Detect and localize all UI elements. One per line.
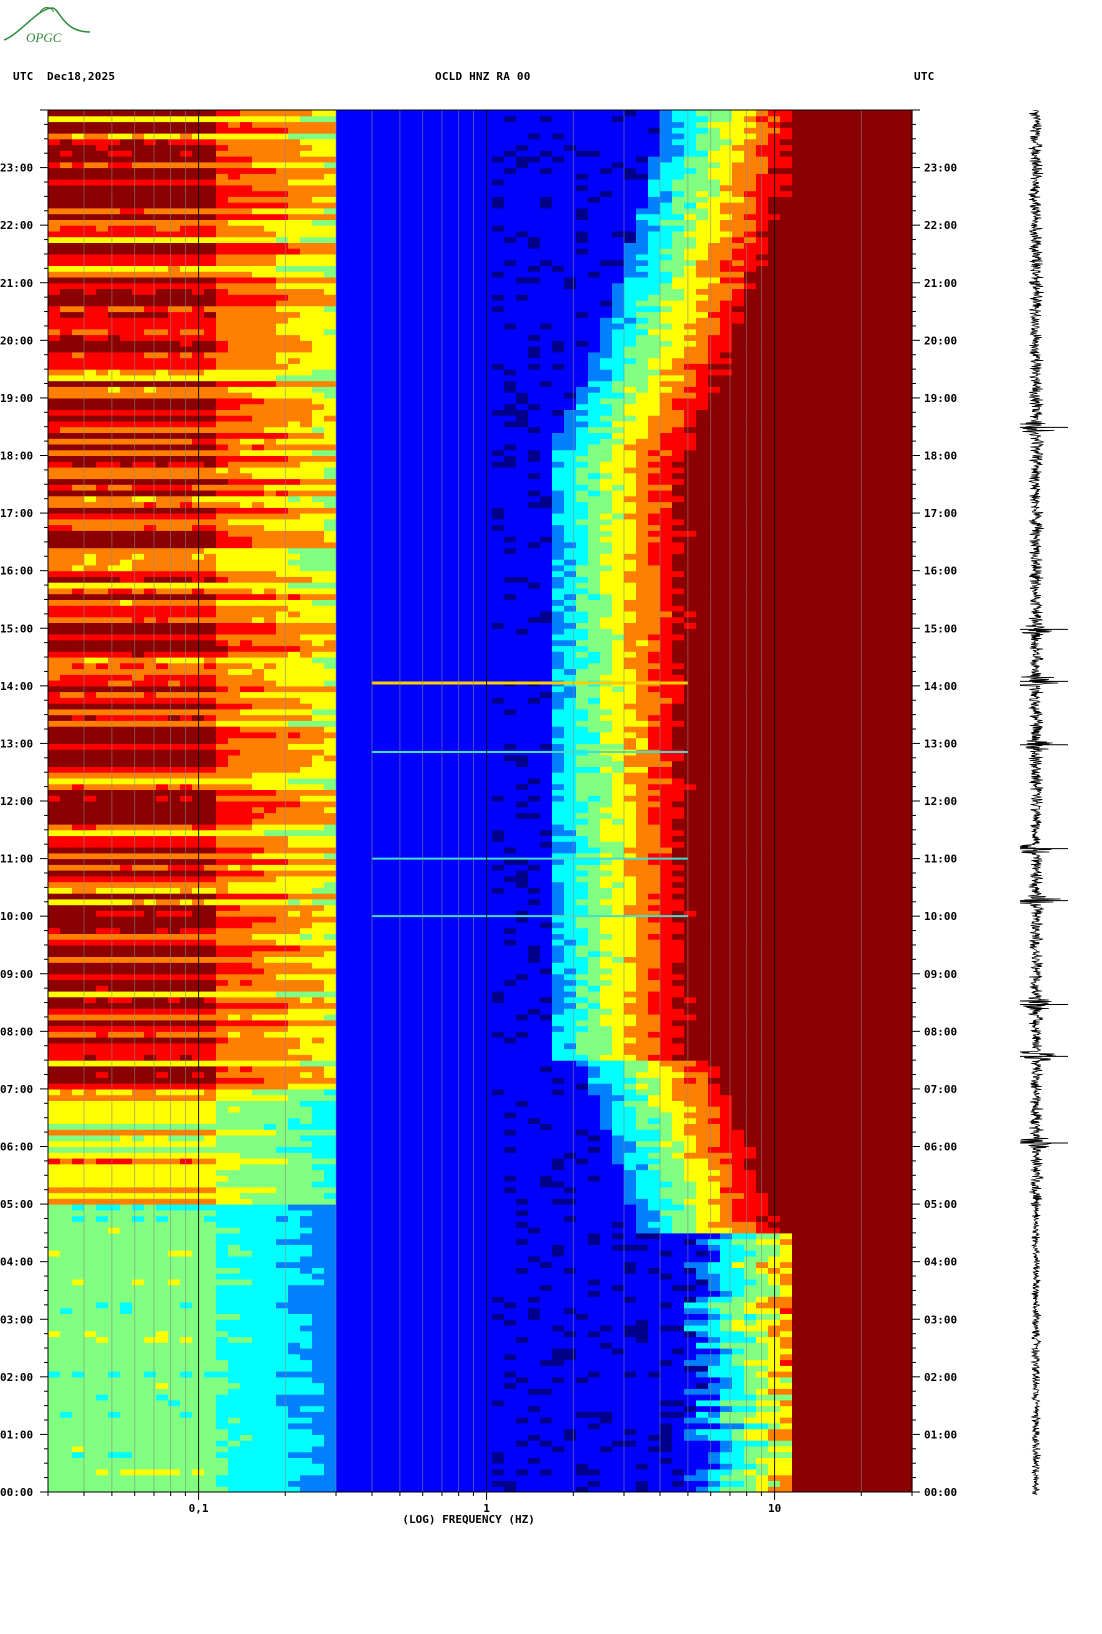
y-tick-label-right: 20:00 — [924, 334, 957, 347]
y-tick-label-right: 08:00 — [924, 1025, 957, 1038]
y-tick-label-right: 14:00 — [924, 680, 957, 693]
y-tick-label-left: 03:00 — [0, 1313, 33, 1326]
y-tick-label-right: 02:00 — [924, 1371, 957, 1384]
y-tick-label-left: 06:00 — [0, 1141, 33, 1154]
y-tick-label-right: 09:00 — [924, 968, 957, 981]
y-tick-label-left: 21:00 — [0, 277, 33, 290]
y-tick-label-right: 07:00 — [924, 1083, 957, 1096]
y-tick-label-left: 23:00 — [0, 162, 33, 175]
x-tick-label: 10 — [768, 1502, 781, 1515]
y-tick-label-left: 09:00 — [0, 968, 33, 981]
y-tick-label-right: 04:00 — [924, 1256, 957, 1269]
y-axis-right: 00:00 01:00 02:00 03:00 04:00 05:00 06:00 07:00… — [912, 110, 957, 1499]
y-tick-label-right: 03:00 — [924, 1313, 957, 1326]
y-tick-label-left: 07:00 — [0, 1083, 33, 1096]
y-tick-label-left: 00:00 — [0, 1486, 33, 1499]
x-tick-label: 0,1 — [189, 1502, 209, 1515]
y-tick-label-left: 08:00 — [0, 1025, 33, 1038]
y-tick-label-right: 10:00 — [924, 910, 957, 923]
y-tick-label-right: 19:00 — [924, 392, 957, 405]
y-tick-label-right: 06:00 — [924, 1141, 957, 1154]
y-tick-label-left: 19:00 — [0, 392, 33, 405]
y-tick-label-right: 17:00 — [924, 507, 957, 520]
y-tick-label-left: 17:00 — [0, 507, 33, 520]
spectrogram-heatmap — [48, 110, 913, 1493]
y-tick-label-right: 22:00 — [924, 219, 957, 232]
y-tick-label-left: 02:00 — [0, 1371, 33, 1384]
y-tick-label-right: 21:00 — [924, 277, 957, 290]
y-tick-label-left: 01:00 — [0, 1428, 33, 1441]
y-tick-label-right: 05:00 — [924, 1198, 957, 1211]
y-tick-label-left: 11:00 — [0, 853, 33, 866]
y-tick-label-right: 23:00 — [924, 162, 957, 175]
y-tick-label-left: 15:00 — [0, 622, 33, 635]
y-tick-label-left: 20:00 — [0, 334, 33, 347]
y-tick-label-left: 13:00 — [0, 737, 33, 750]
y-tick-label-left: 05:00 — [0, 1198, 33, 1211]
y-tick-label-right: 18:00 — [924, 450, 957, 463]
y-tick-label-left: 16:00 — [0, 565, 33, 578]
seismogram-trace — [1020, 110, 1100, 1495]
y-tick-label-right: 15:00 — [924, 622, 957, 635]
y-tick-label-right: 16:00 — [924, 565, 957, 578]
y-tick-label-right: 01:00 — [924, 1428, 957, 1441]
y-tick-label-left: 14:00 — [0, 680, 33, 693]
y-tick-label-left: 18:00 — [0, 450, 33, 463]
y-tick-label-left: 10:00 — [0, 910, 33, 923]
y-tick-label-right: 13:00 — [924, 737, 957, 750]
y-tick-label-left: 04:00 — [0, 1256, 33, 1269]
x-axis-label: (LOG) FREQUENCY (HZ) — [402, 1513, 534, 1526]
y-tick-label-left: 12:00 — [0, 795, 33, 808]
y-tick-label-right: 00:00 — [924, 1486, 957, 1499]
y-tick-label-left: 22:00 — [0, 219, 33, 232]
y-tick-label-right: 12:00 — [924, 795, 957, 808]
x-axis: 0,1 1 10 — [48, 1492, 912, 1515]
seismogram-line — [1020, 110, 1061, 1495]
spectrogram-chart: 00:00 01:00 02:00 03:00 04:00 05:00 06:00 07:00… — [0, 0, 1000, 1634]
y-tick-label-right: 11:00 — [924, 853, 957, 866]
y-axis-left: 00:00 01:00 02:00 03:00 04:00 05:00 06:00 07:00… — [0, 110, 48, 1499]
